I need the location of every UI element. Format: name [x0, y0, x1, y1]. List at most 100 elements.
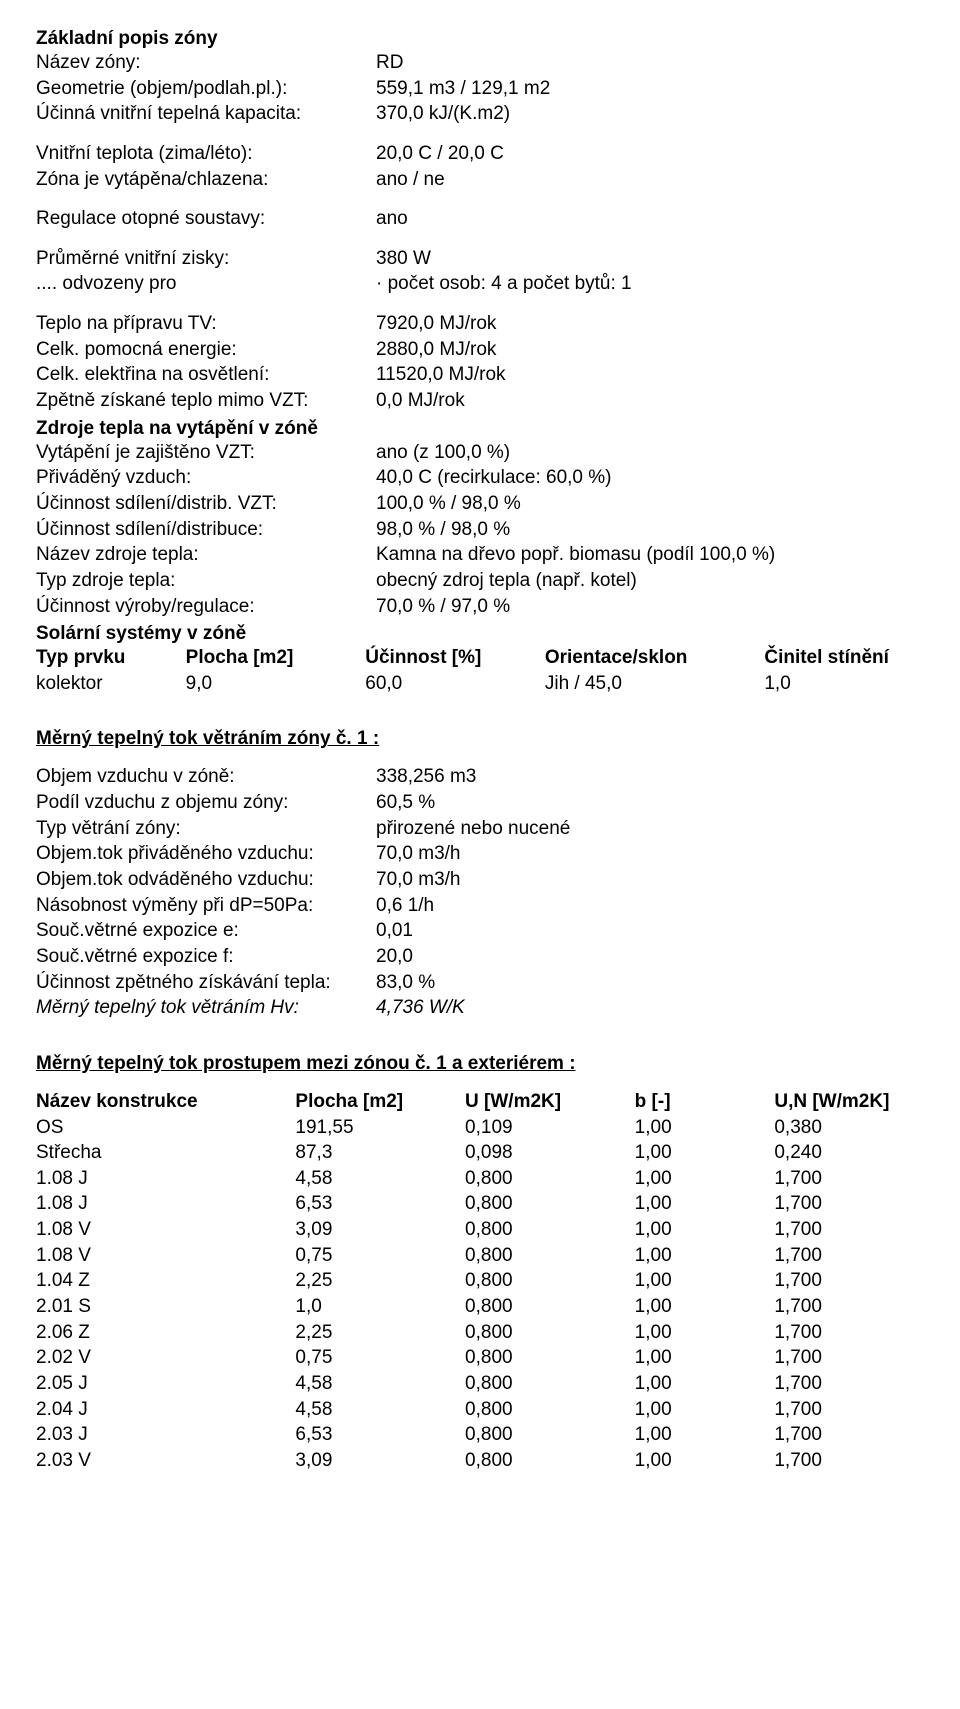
- kv-label: Název zdroje tepla:: [36, 542, 376, 568]
- table-cell: 0,800: [465, 1243, 635, 1269]
- table-cell: Střecha: [36, 1140, 295, 1166]
- kv-row: Název zóny:RD: [36, 50, 924, 76]
- table-row: 1.08 J6,530,8001,001,700: [36, 1191, 924, 1217]
- kv-row: Účinnost výroby/regulace:70,0 % / 97,0 %: [36, 594, 924, 620]
- table-cell: OS: [36, 1115, 295, 1141]
- table-cell: 3,09: [295, 1217, 465, 1243]
- table-cell: 1,00: [635, 1448, 775, 1474]
- table-cell: 2.05 J: [36, 1371, 295, 1397]
- table-cell: 2,25: [295, 1268, 465, 1294]
- table-cell: 1.08 V: [36, 1217, 295, 1243]
- solar-cell: 1,0: [764, 671, 924, 697]
- kv-label: Souč.větrné expozice e:: [36, 918, 376, 944]
- solar-cell: Jih / 45,0: [545, 671, 765, 697]
- kv-value: 0,01: [376, 918, 924, 944]
- table-cell: 1,700: [774, 1320, 924, 1346]
- kv-label: Objem vzduchu v zóně:: [36, 764, 376, 790]
- table-cell: 2.03 J: [36, 1422, 295, 1448]
- table-cell: 0,800: [465, 1268, 635, 1294]
- kv-label: Regulace otopné soustavy:: [36, 206, 376, 232]
- table-cell: 0,75: [295, 1345, 465, 1371]
- kv-value: 70,0 % / 97,0 %: [376, 594, 924, 620]
- table-cell: 1,00: [635, 1166, 775, 1192]
- table-cell: 4,58: [295, 1371, 465, 1397]
- table-row: 1.08 V3,090,8001,001,700: [36, 1217, 924, 1243]
- solar-row: kolektor9,060,0Jih / 45,01,0: [36, 671, 924, 697]
- kv-row: Objem vzduchu v zóně:338,256 m3: [36, 764, 924, 790]
- th-u: U [W/m2K]: [465, 1089, 635, 1115]
- kv-label: Objem.tok odváděného vzduchu:: [36, 867, 376, 893]
- table-cell: 0,109: [465, 1115, 635, 1141]
- kv-value: 0,0 MJ/rok: [376, 388, 924, 414]
- kv-row: Souč.větrné expozice f:20,0: [36, 944, 924, 970]
- kv-row: Účinnost sdílení/distrib. VZT:100,0 % / …: [36, 491, 924, 517]
- th-b: b [-]: [635, 1089, 775, 1115]
- kv-value: · počet osob: 4 a počet bytů: 1: [376, 271, 924, 297]
- table-header-row: Název konstrukce Plocha [m2] U [W/m2K] b…: [36, 1089, 924, 1115]
- table-cell: 0,240: [774, 1140, 924, 1166]
- table-cell: 2.03 V: [36, 1448, 295, 1474]
- kv-value: 380 W: [376, 246, 924, 272]
- kv-value: obecný zdroj tepla (např. kotel): [376, 568, 924, 594]
- solar-header-row: Typ prvku Plocha [m2] Účinnost [%] Orien…: [36, 645, 924, 671]
- kv-value: ano / ne: [376, 167, 924, 193]
- kv-label: Účinnost sdílení/distribuce:: [36, 517, 376, 543]
- table-cell: 1,700: [774, 1166, 924, 1192]
- kv-label: Zpětně získané teplo mimo VZT:: [36, 388, 376, 414]
- table-cell: 0,380: [774, 1115, 924, 1141]
- kv-value: Kamna na dřevo popř. biomasu (podíl 100,…: [376, 542, 924, 568]
- table-row: Střecha87,30,0981,000,240: [36, 1140, 924, 1166]
- kv-value: 2880,0 MJ/rok: [376, 337, 924, 363]
- solar-h-cin: Činitel stínění: [764, 645, 924, 671]
- table-row: OS191,550,1091,000,380: [36, 1115, 924, 1141]
- table-row: 2.04 J4,580,8001,001,700: [36, 1397, 924, 1423]
- kv-label: Vytápění je zajištěno VZT:: [36, 440, 376, 466]
- table-cell: 1,00: [635, 1422, 775, 1448]
- kv-label: Zóna je vytápěna/chlazena:: [36, 167, 376, 193]
- kv-value: 338,256 m3: [376, 764, 924, 790]
- table-cell: 1,700: [774, 1345, 924, 1371]
- kv-row: Zóna je vytápěna/chlazena:ano / ne: [36, 167, 924, 193]
- table-cell: 1,00: [635, 1268, 775, 1294]
- table-cell: 2.01 S: [36, 1294, 295, 1320]
- table-cell: 0,75: [295, 1243, 465, 1269]
- kv-value: 70,0 m3/h: [376, 841, 924, 867]
- table-cell: 0,800: [465, 1448, 635, 1474]
- kv-label: Násobnost výměny při dP=50Pa:: [36, 893, 376, 919]
- kv-label: Účinná vnitřní tepelná kapacita:: [36, 101, 376, 127]
- kv-row: Podíl vzduchu z objemu zóny:60,5 %: [36, 790, 924, 816]
- solar-h-ori: Orientace/sklon: [545, 645, 765, 671]
- table-row: 1.08 J4,580,8001,001,700: [36, 1166, 924, 1192]
- kv-value: ano (z 100,0 %): [376, 440, 924, 466]
- table-cell: 0,800: [465, 1191, 635, 1217]
- table-cell: 0,800: [465, 1422, 635, 1448]
- table-cell: 2.04 J: [36, 1397, 295, 1423]
- table-cell: 0,800: [465, 1217, 635, 1243]
- kv-value: 40,0 C (recirkulace: 60,0 %): [376, 465, 924, 491]
- table-cell: 0,800: [465, 1294, 635, 1320]
- kv-row: .... odvozeny pro· počet osob: 4 a počet…: [36, 271, 924, 297]
- kv-label: Celk. elektřina na osvětlení:: [36, 362, 376, 388]
- table-cell: 1.08 J: [36, 1191, 295, 1217]
- table-cell: 1,0: [295, 1294, 465, 1320]
- kv-label: Teplo na přípravu TV:: [36, 311, 376, 337]
- table-cell: 1,00: [635, 1191, 775, 1217]
- kv-value: 370,0 kJ/(K.m2): [376, 101, 924, 127]
- kv-row: Souč.větrné expozice e:0,01: [36, 918, 924, 944]
- kv-value: 98,0 % / 98,0 %: [376, 517, 924, 543]
- kv-row: Průměrné vnitřní zisky:380 W: [36, 246, 924, 272]
- table-cell: 3,09: [295, 1448, 465, 1474]
- th-plocha: Plocha [m2]: [295, 1089, 465, 1115]
- kv-label: Účinnost zpětného získávání tepla:: [36, 970, 376, 996]
- hv-value: 4,736 W/K: [376, 995, 924, 1021]
- table-cell: 6,53: [295, 1191, 465, 1217]
- table-row: 2.06 Z2,250,8001,001,700: [36, 1320, 924, 1346]
- table-cell: 1,00: [635, 1294, 775, 1320]
- table-cell: 1,00: [635, 1397, 775, 1423]
- kv-label: Podíl vzduchu z objemu zóny:: [36, 790, 376, 816]
- table-row: 1.08 V0,750,8001,001,700: [36, 1243, 924, 1269]
- table-row: 2.03 V3,090,8001,001,700: [36, 1448, 924, 1474]
- kv-row: Přiváděný vzduch:40,0 C (recirkulace: 60…: [36, 465, 924, 491]
- table-cell: 2.02 V: [36, 1345, 295, 1371]
- kv-value: 20,0 C / 20,0 C: [376, 141, 924, 167]
